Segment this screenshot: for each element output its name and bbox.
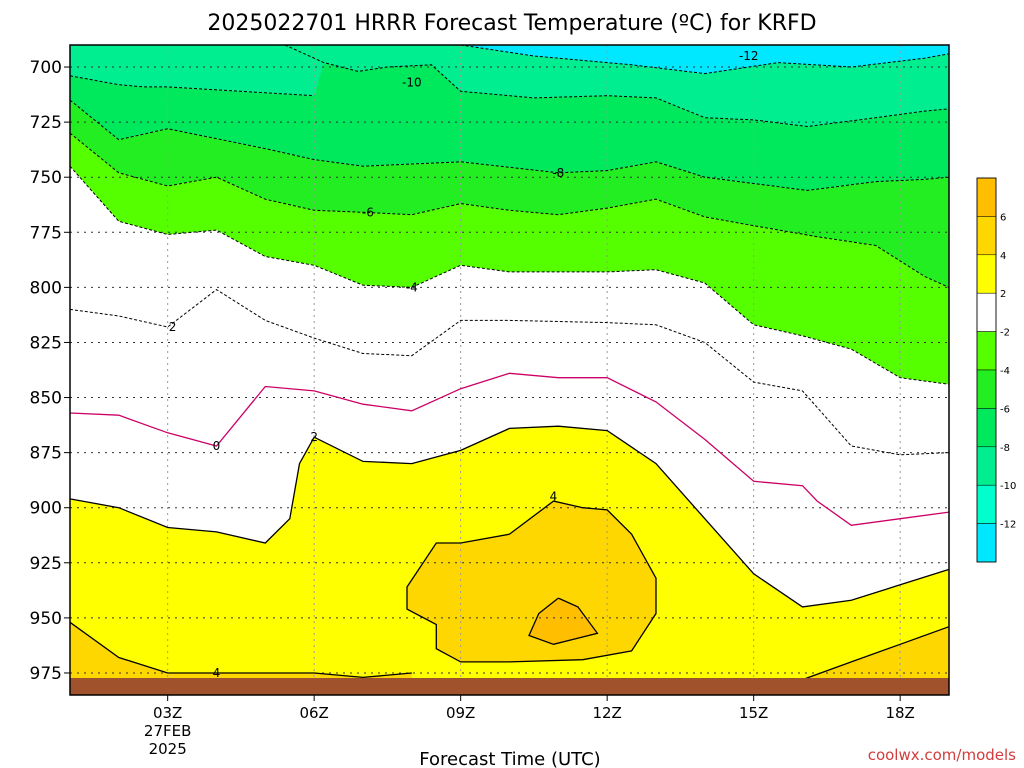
legend-swatch [976, 292, 997, 332]
isotherm-line [460, 44, 950, 75]
band-fill [70, 45, 949, 127]
isotherm-line [69, 75, 315, 97]
plot-area: -12 -10 -8 -6 -4 2 0 2 4 4 [69, 44, 950, 696]
isotherm-label: -10 [402, 75, 422, 89]
y-tick-label: 750 [30, 168, 62, 188]
legend-label: -10 [1000, 481, 1016, 492]
y-tick-label: 900 [30, 499, 62, 519]
band-fill [529, 598, 598, 645]
isotherm-label: -6 [362, 205, 374, 219]
y-tick-label: 925 [30, 554, 62, 574]
credit-link[interactable]: coolwx.com/models [868, 746, 1016, 764]
x-tick-label: 18Z [885, 704, 914, 722]
legend-swatch [976, 484, 997, 524]
isotherm-line [69, 621, 412, 679]
legend-label: 4 [1000, 251, 1006, 262]
x-tick-label: 12Z [592, 704, 621, 722]
isotherm-label: -8 [552, 166, 564, 180]
isotherm-line [406, 500, 657, 663]
x-tick-label: 06Z [299, 704, 328, 722]
legend-label: -8 [1000, 443, 1010, 454]
y-tick-label: 825 [30, 333, 62, 353]
legend-label: -6 [1000, 404, 1010, 415]
legend-label: 2 [1000, 289, 1006, 300]
legend-swatch [976, 408, 997, 448]
legend-swatch [976, 523, 997, 563]
isotherm-label: -4 [406, 280, 418, 294]
isotherm-label: 2 [169, 320, 177, 334]
band-fill [70, 100, 949, 288]
legend-swatch [976, 331, 997, 371]
y-tick-label: 875 [30, 444, 62, 464]
y-tick-label: 850 [30, 389, 62, 409]
isotherm-label: 2 [310, 430, 318, 444]
plot-frame [69, 44, 950, 696]
isotherm-line [284, 44, 950, 128]
isotherm-line [69, 165, 950, 385]
color-legend: 6 4 2 -2 -4 -6 -8 -10 -12 [976, 177, 1016, 563]
isotherm-label: 0 [213, 439, 221, 453]
isotherm-label: -12 [739, 49, 759, 63]
y-tick-label: 775 [30, 223, 62, 243]
band-fill [70, 133, 949, 385]
legend-swatch [976, 216, 997, 256]
y-tick-label: 800 [30, 278, 62, 298]
isotherm-line [69, 425, 950, 608]
legend-label: -4 [1000, 366, 1010, 377]
x-tick-label: 09Z [446, 704, 475, 722]
x-tick-label: 15Z [739, 704, 768, 722]
isotherm-line [69, 288, 950, 456]
axis-layer: 70072575077580082585087590092595097503Z2… [30, 58, 915, 758]
chart-title: 2025022701 HRRR Forecast Temperature (ºC… [207, 11, 816, 36]
isotherm-label: 4 [213, 666, 221, 680]
y-tick-label: 700 [30, 58, 62, 78]
band-fill [70, 45, 949, 74]
legend-swatch [976, 369, 997, 409]
isotherm-line [528, 597, 599, 645]
x-axis-label: Forecast Time (UTC) [419, 749, 600, 768]
x-tick-sublabel: 27FEB [144, 722, 191, 740]
x-tick-sublabel: 2025 [149, 740, 187, 758]
ground-surface [70, 678, 949, 695]
isotherm-layer: -12 -10 -8 -6 -4 2 0 2 4 4 [69, 44, 950, 696]
band-fill [753, 626, 949, 695]
temperature-fill-layer [70, 45, 949, 695]
isotherm-line [69, 372, 950, 526]
grid-layer [70, 45, 949, 695]
isotherm-line [69, 132, 950, 288]
legend-frame [976, 177, 997, 563]
legend-swatch [976, 446, 997, 486]
legend-label: -12 [1000, 520, 1016, 531]
isotherm-label: 4 [550, 490, 558, 504]
isotherm-line [69, 99, 950, 191]
y-tick-label: 950 [30, 609, 62, 629]
x-tick-label: 03Z [153, 704, 182, 722]
band-fill [70, 166, 949, 455]
legend-swatch [976, 254, 997, 294]
legend-label: -2 [1000, 328, 1010, 339]
band-fill [407, 501, 656, 662]
legend-label: 6 [1000, 212, 1006, 223]
legend-swatch [976, 177, 997, 217]
y-tick-label: 725 [30, 113, 62, 133]
band-fill [70, 622, 412, 695]
y-tick-label: 975 [30, 664, 62, 684]
